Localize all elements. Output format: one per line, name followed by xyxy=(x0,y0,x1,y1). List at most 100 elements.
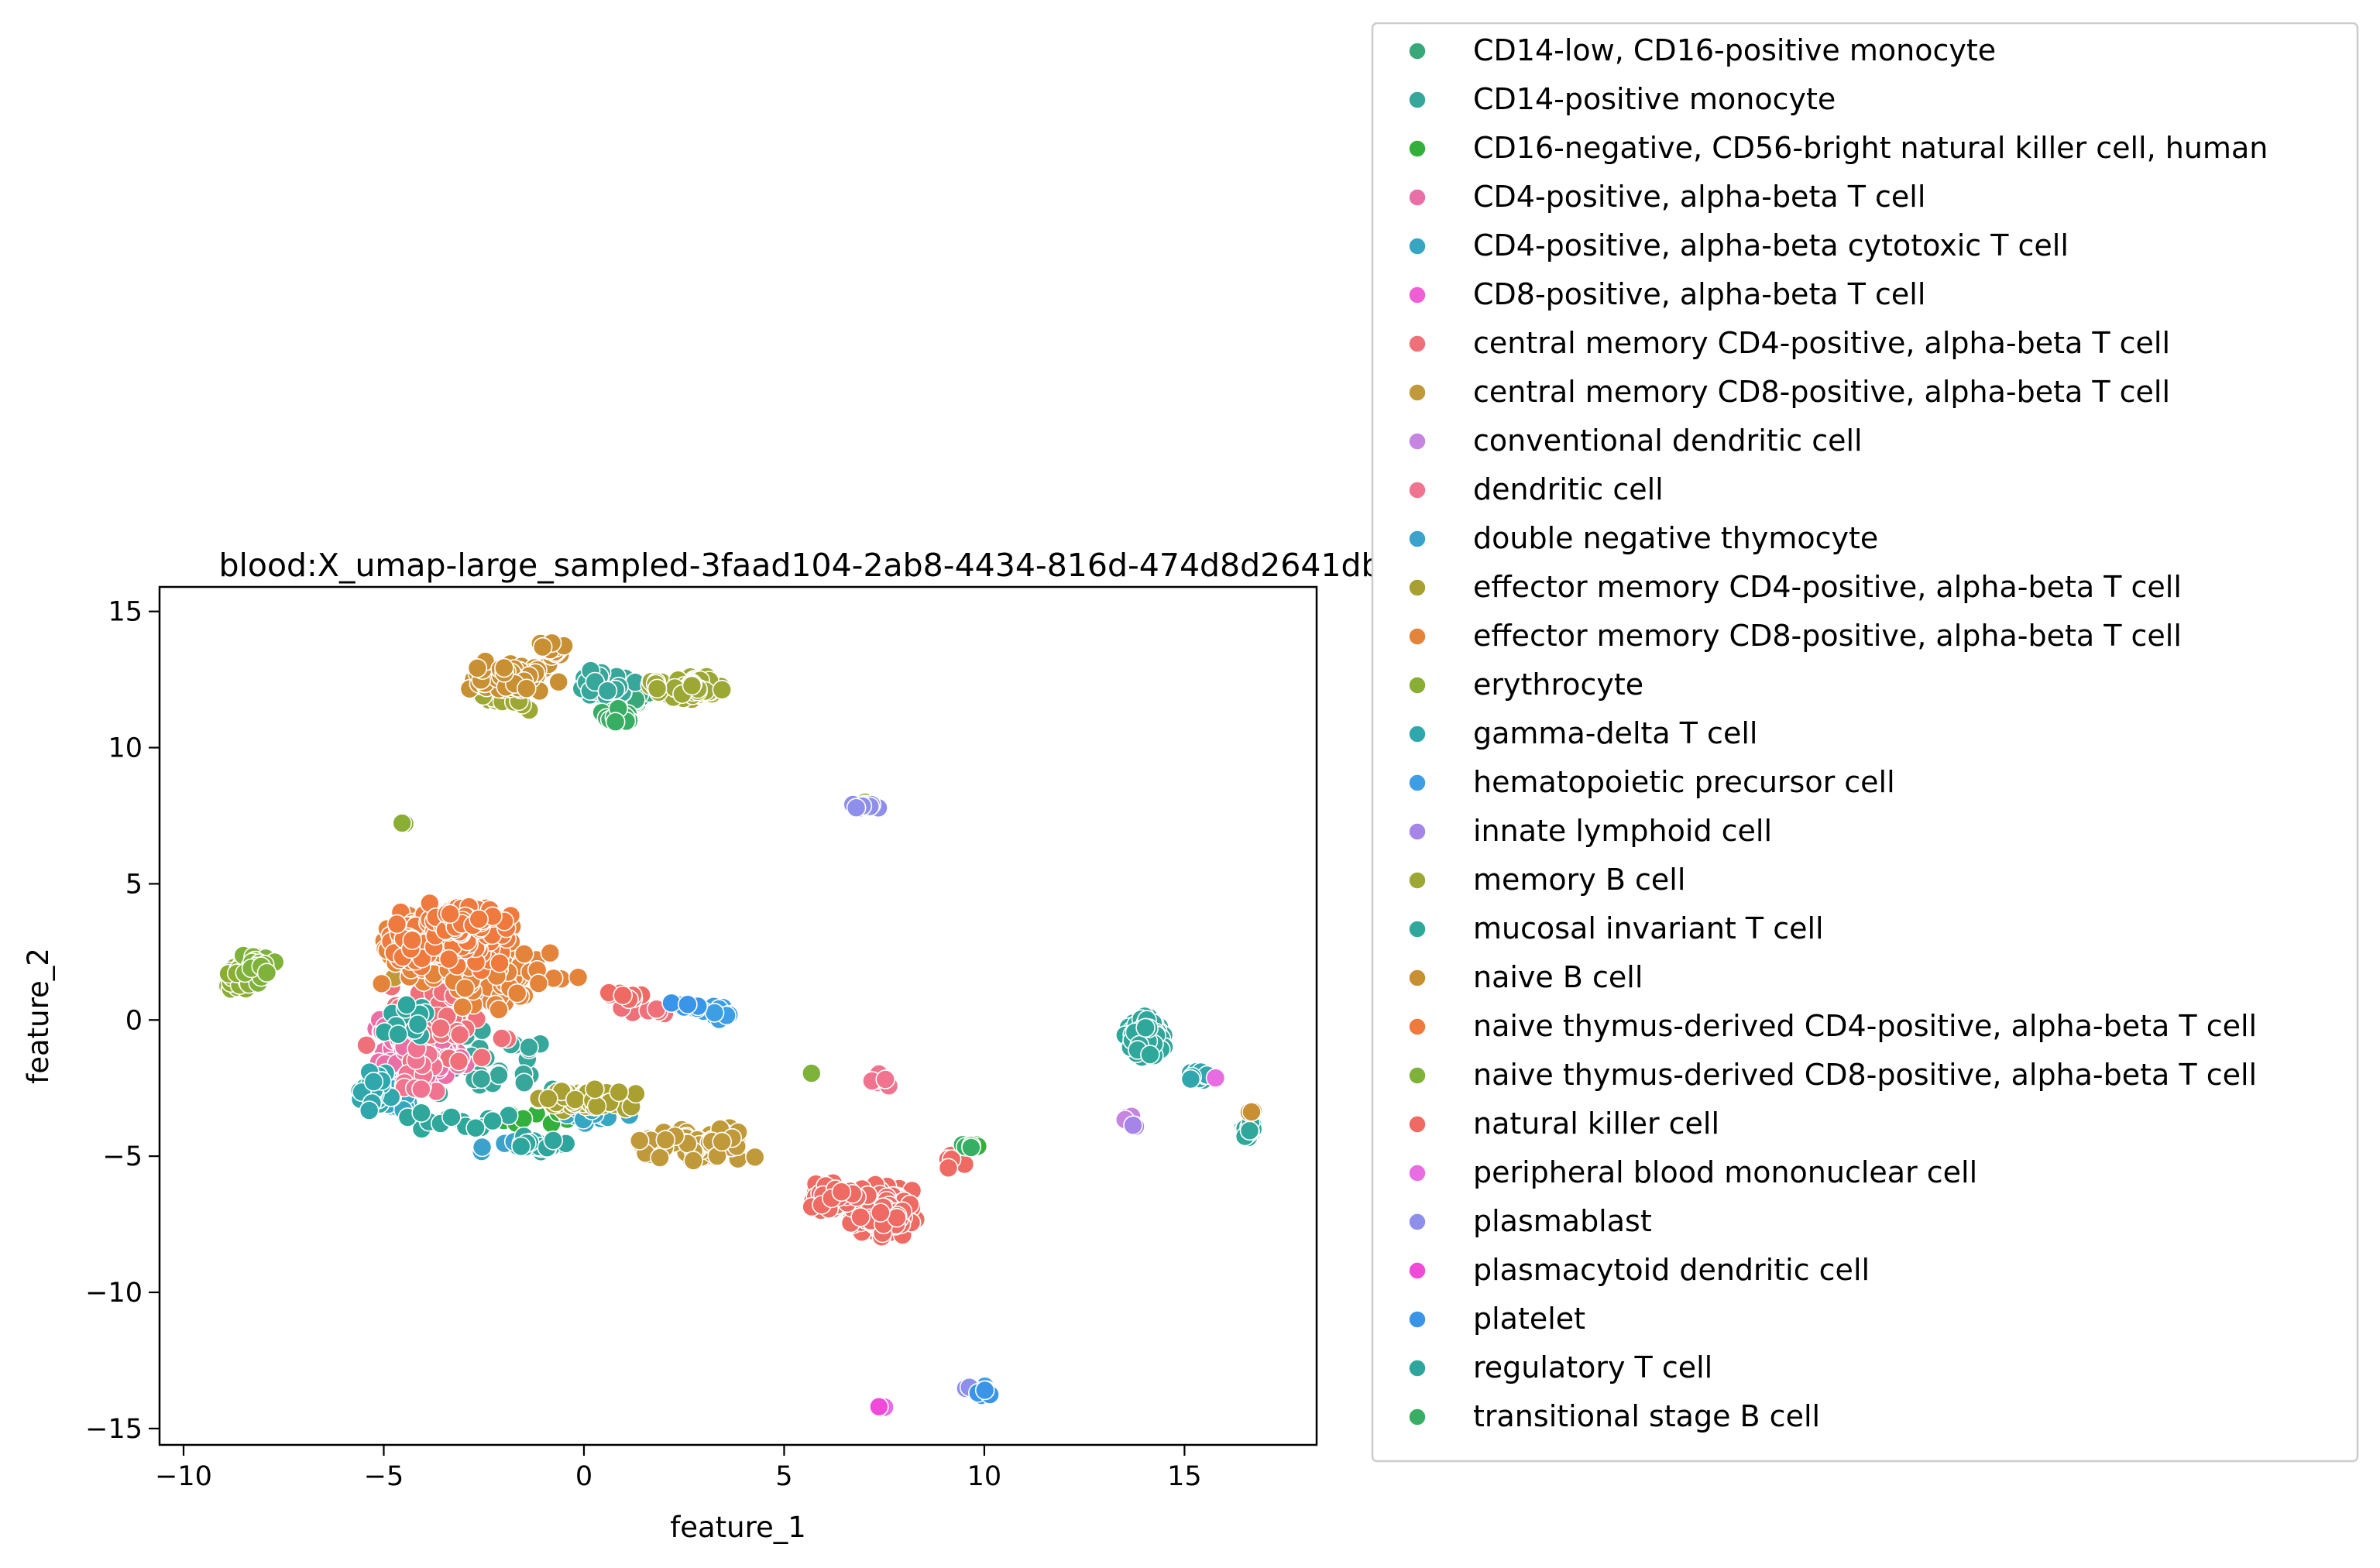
y-tick-label: 0 xyxy=(125,1005,143,1036)
legend-label: CD4-positive, alpha-beta cytotoxic T cel… xyxy=(1473,228,2069,262)
data-point xyxy=(744,1147,765,1168)
data-point xyxy=(831,1182,852,1202)
data-point xyxy=(846,798,867,818)
legend-label: regulatory T cell xyxy=(1473,1350,1712,1384)
chart-title: blood:X_umap-large_sampled-3faad104-2ab8… xyxy=(218,547,1381,584)
data-point xyxy=(386,914,407,935)
data-point xyxy=(974,1380,995,1401)
data-point xyxy=(869,1396,889,1417)
data-point xyxy=(871,1203,891,1223)
legend-label: conventional dendritic cell xyxy=(1473,424,1863,458)
legend-box xyxy=(1371,22,2359,1463)
data-point xyxy=(510,1136,531,1157)
data-point xyxy=(655,1130,676,1150)
legend-label: CD4-positive, alpha-beta T cell xyxy=(1473,180,1925,214)
data-point xyxy=(455,978,476,998)
data-point xyxy=(519,1037,539,1058)
legend-label: hematopoietic precursor cell xyxy=(1473,765,1895,799)
data-point xyxy=(489,1065,509,1086)
x-axis-label: feature_1 xyxy=(670,1511,806,1544)
data-point xyxy=(1135,1017,1156,1038)
data-point xyxy=(626,1083,646,1104)
legend: CD14-low, CD16-positive monocyte CD14-pos… xyxy=(1371,22,2359,1463)
axis-ticks: −10 −5 0 5 10 15 −15 −10 −5 0 5 10 15 xyxy=(85,597,1202,1492)
legend-marker xyxy=(1408,42,1427,60)
legend-marker xyxy=(1408,1359,1427,1378)
x-tick-label: −10 xyxy=(155,1461,212,1492)
data-point xyxy=(392,813,413,833)
data-point xyxy=(629,1131,650,1151)
data-point xyxy=(528,973,549,993)
data-point xyxy=(472,1137,493,1158)
y-tick-label: −5 xyxy=(102,1141,143,1172)
data-point xyxy=(704,1003,725,1023)
data-point xyxy=(647,678,668,699)
legend-marker xyxy=(1408,530,1427,548)
legend-label: central memory CD8-positive, alpha-beta … xyxy=(1473,375,2170,409)
data-point xyxy=(850,1207,871,1227)
legend-label: transitional stage B cell xyxy=(1473,1399,1820,1433)
legend-marker xyxy=(1408,969,1427,987)
data-point xyxy=(465,1117,486,1138)
data-point xyxy=(1140,1045,1160,1065)
data-point xyxy=(256,962,277,983)
legend-label: CD16-negative, CD56-bright natural kille… xyxy=(1473,131,2268,165)
legend-label: central memory CD4-positive, alpha-beta … xyxy=(1473,326,2170,360)
y-tick-label: −15 xyxy=(85,1414,143,1445)
legend-marker xyxy=(1408,578,1427,597)
data-point xyxy=(489,1000,509,1020)
legend-marker xyxy=(1408,335,1427,353)
data-point xyxy=(402,930,423,950)
data-point xyxy=(494,657,514,678)
legend-marker xyxy=(1408,1310,1427,1329)
legend-marker xyxy=(1408,1066,1427,1085)
legend-marker xyxy=(1408,1164,1427,1182)
legend-marker xyxy=(1408,1213,1427,1231)
data-point xyxy=(597,681,618,702)
data-point xyxy=(513,944,534,964)
data-point xyxy=(586,1096,607,1117)
data-point xyxy=(683,1151,704,1171)
data-point xyxy=(540,942,561,963)
legend-label: CD14-positive monocyte xyxy=(1473,82,1836,116)
legend-marker xyxy=(1408,237,1427,256)
data-point xyxy=(678,994,698,1014)
data-point xyxy=(712,1131,733,1152)
data-point xyxy=(491,1028,512,1048)
legend-label: naive thymus-derived CD4-positive, alpha… xyxy=(1473,1009,2257,1043)
x-tick-label: 15 xyxy=(1167,1461,1202,1492)
legend-marker xyxy=(1408,822,1427,841)
legend-marker xyxy=(1408,627,1427,646)
x-tick-label: −5 xyxy=(364,1461,404,1492)
legend-label: effector memory CD8-positive, alpha-beta… xyxy=(1473,619,2182,653)
data-point xyxy=(452,997,472,1017)
data-point xyxy=(1239,1120,1260,1141)
legend-marker xyxy=(1408,383,1427,402)
legend-label: mucosal invariant T cell xyxy=(1473,911,1824,945)
data-point xyxy=(650,1148,670,1168)
legend-marker xyxy=(1408,774,1427,792)
legend-marker xyxy=(1408,286,1427,304)
data-point xyxy=(489,953,510,973)
scatter-points xyxy=(216,633,1264,1418)
legend-label: naive B cell xyxy=(1473,960,1643,994)
data-point xyxy=(411,1103,431,1123)
y-tick-label: −10 xyxy=(85,1278,143,1309)
legend-label: memory B cell xyxy=(1473,863,1685,897)
data-point xyxy=(411,1079,431,1100)
data-point xyxy=(568,967,589,987)
data-point xyxy=(802,1063,822,1083)
legend-marker xyxy=(1408,91,1427,109)
data-point xyxy=(441,1107,462,1127)
data-point xyxy=(585,1079,605,1100)
data-point xyxy=(609,1082,630,1103)
y-axis-label: feature_2 xyxy=(22,948,55,1084)
data-point xyxy=(532,636,553,657)
legend-marker xyxy=(1408,920,1427,938)
legend-marker xyxy=(1408,481,1427,499)
legend-label: erythrocyte xyxy=(1473,667,1643,702)
y-tick-label: 15 xyxy=(108,597,143,628)
legend-label: plasmacytoid dendritic cell xyxy=(1473,1253,1870,1287)
legend-marker xyxy=(1408,188,1427,207)
x-tick-label: 5 xyxy=(775,1461,792,1492)
